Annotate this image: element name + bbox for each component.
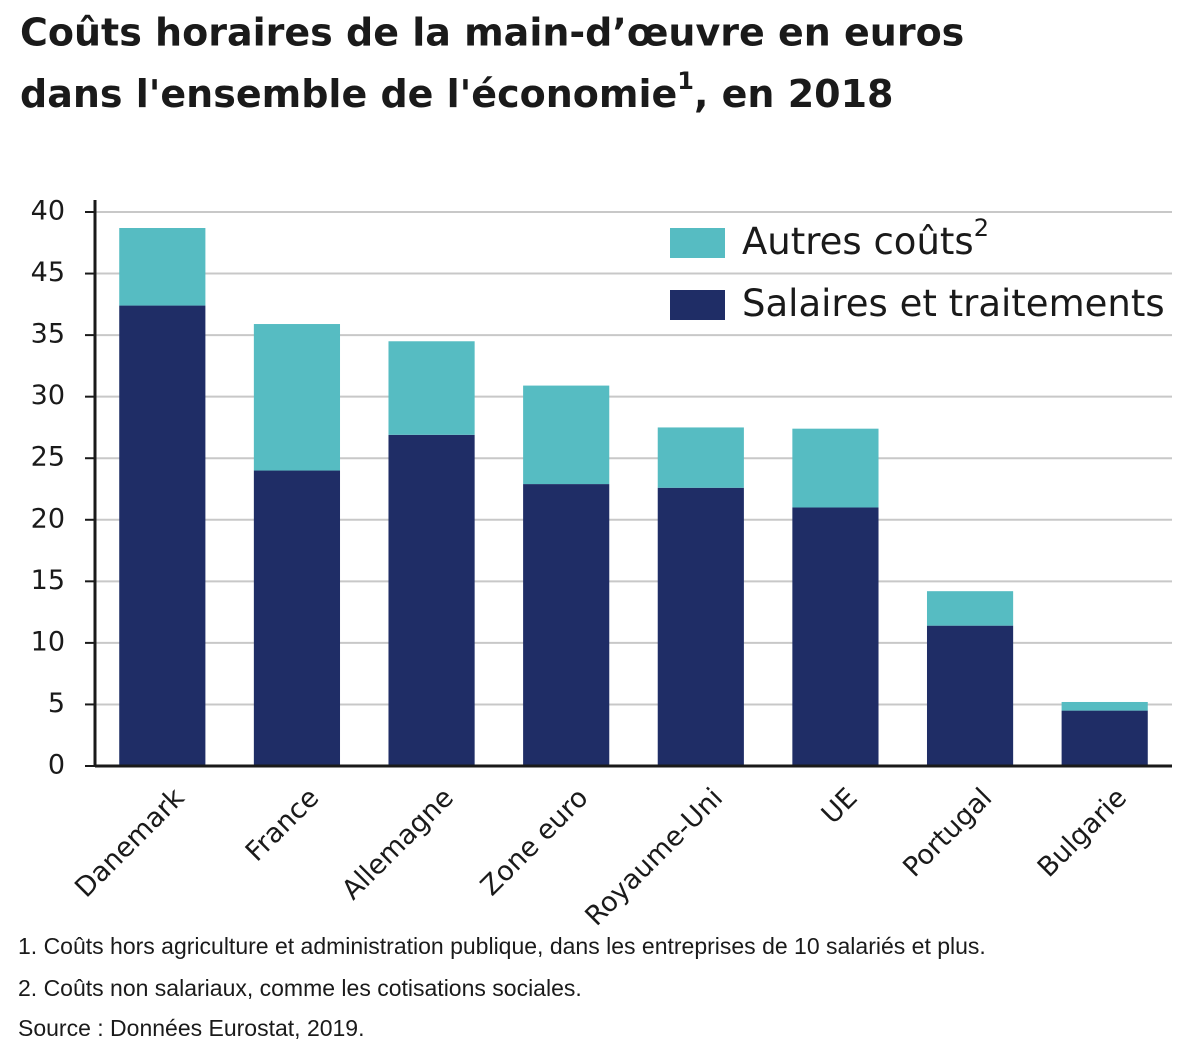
x-tick-label: Royaume-Uni bbox=[579, 782, 729, 932]
footnote: 1. Coûts hors agriculture et administrat… bbox=[18, 933, 986, 959]
bar-segment bbox=[1061, 701, 1148, 711]
y-tick-label: 40 bbox=[31, 196, 65, 227]
chart-title: dans l'ensemble de l'économie1, en 2018 bbox=[20, 67, 893, 116]
bar-segment bbox=[253, 470, 341, 766]
bar-segment bbox=[253, 324, 341, 471]
bar-segment bbox=[523, 484, 610, 766]
bar-segment bbox=[657, 487, 744, 766]
y-tick-label: 45 bbox=[31, 257, 65, 288]
bar-segment bbox=[119, 305, 206, 766]
title-note: 1 bbox=[677, 67, 694, 95]
bar-segment bbox=[523, 385, 610, 485]
x-tick-label: Portugal bbox=[897, 782, 998, 883]
bar-segment bbox=[1061, 710, 1148, 766]
x-tick-label: Allemagne bbox=[336, 782, 460, 906]
bar-segment bbox=[926, 625, 1014, 766]
legend-label: Autres coûts bbox=[742, 220, 974, 263]
y-tick-label: 15 bbox=[31, 565, 65, 596]
x-tick-label: Zone euro bbox=[475, 782, 595, 902]
footnote: 2. Coûts non salariaux, comme les cotisa… bbox=[18, 975, 582, 1001]
legend-swatch bbox=[670, 290, 725, 320]
bar-segment bbox=[792, 428, 879, 508]
legend-swatch bbox=[670, 228, 725, 258]
bar-segment bbox=[657, 427, 744, 488]
y-tick-label: 10 bbox=[31, 626, 65, 657]
legend-label: Autres coûts2 bbox=[742, 214, 989, 263]
x-tick-label: Bulgarie bbox=[1032, 782, 1133, 883]
y-tick-label: 30 bbox=[31, 380, 65, 411]
chart-title: dans l'ensemble de l'économie bbox=[20, 72, 677, 116]
legend-label: Salaires et traitements bbox=[742, 282, 1165, 325]
bar-segment bbox=[119, 228, 206, 306]
legend-label: Salaires et traitements bbox=[742, 282, 1165, 325]
bar-segment bbox=[792, 507, 879, 766]
source: Source : Données Eurostat, 2019. bbox=[18, 1015, 365, 1041]
x-tick-label: UE bbox=[816, 782, 864, 830]
chart-title: , en 2018 bbox=[694, 72, 893, 116]
bar-segment bbox=[388, 341, 475, 435]
legend-note: 2 bbox=[974, 214, 989, 242]
bar-segment bbox=[926, 591, 1014, 626]
y-tick-label: 0 bbox=[48, 750, 65, 781]
x-tick-label: France bbox=[240, 782, 325, 867]
chart-title: Coûts horaires de la main-d’œuvre en eur… bbox=[20, 11, 964, 55]
bar-segment bbox=[388, 434, 475, 766]
y-tick-label: 20 bbox=[31, 503, 65, 534]
y-tick-label: 25 bbox=[31, 442, 65, 473]
x-tick-label: Danemark bbox=[69, 782, 191, 904]
y-tick-label: 35 bbox=[31, 319, 65, 350]
y-tick-label: 5 bbox=[48, 688, 65, 719]
